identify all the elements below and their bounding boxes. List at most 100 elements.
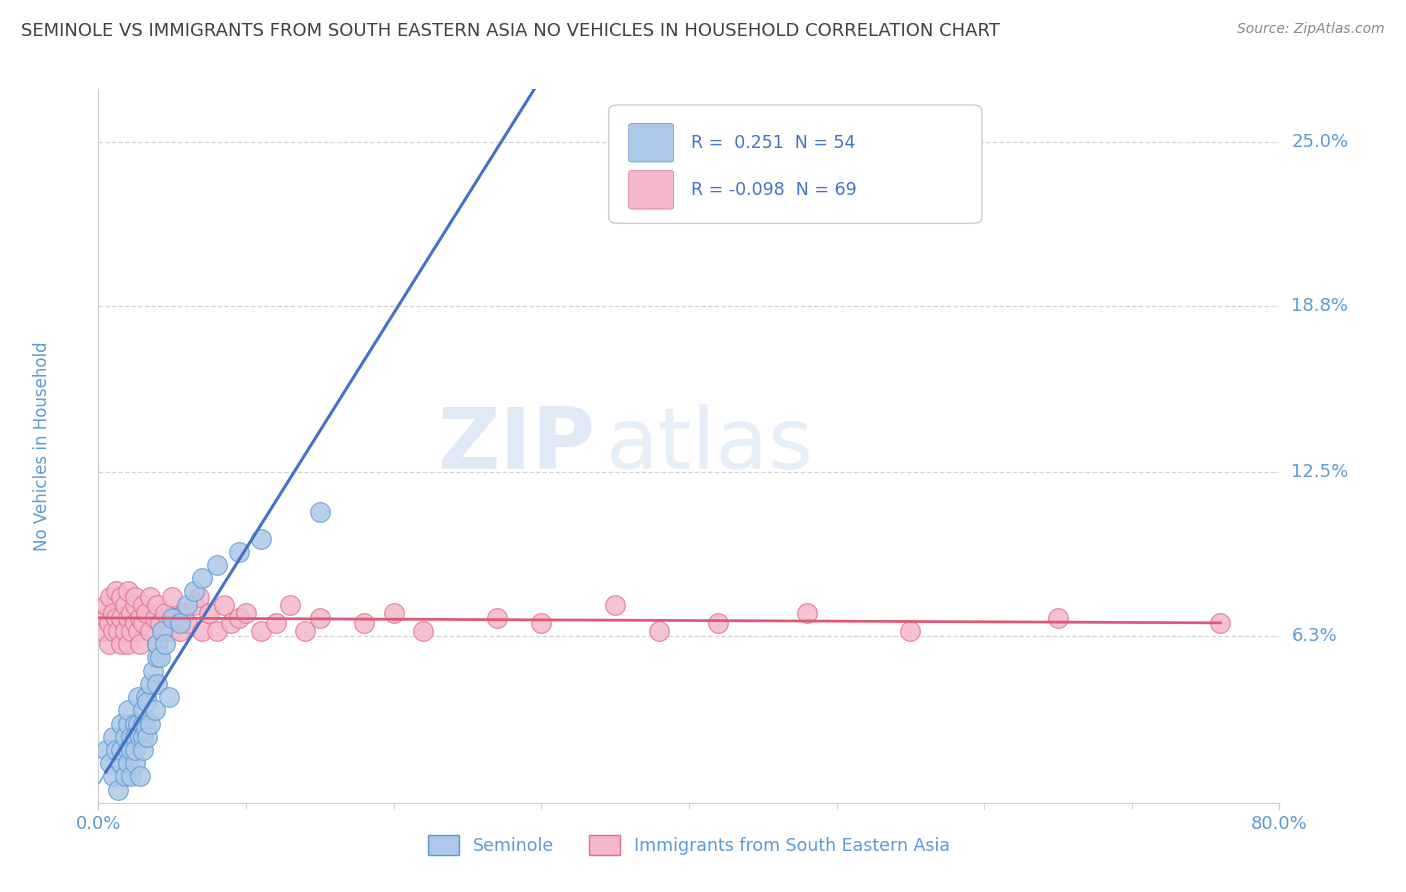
Point	[149, 616, 172, 631]
Point	[127, 624, 149, 638]
Point	[114, 730, 136, 744]
Point	[110, 743, 132, 757]
Text: ZIP: ZIP	[437, 404, 595, 488]
Point	[132, 616, 155, 631]
Point	[132, 743, 155, 757]
Point	[110, 716, 132, 731]
Point	[132, 703, 155, 717]
Point	[212, 598, 235, 612]
Point	[139, 716, 162, 731]
Point	[124, 590, 146, 604]
Text: R =  0.251  N = 54: R = 0.251 N = 54	[692, 134, 856, 152]
Point	[139, 590, 162, 604]
Point	[110, 590, 132, 604]
Point	[124, 756, 146, 771]
Point	[105, 743, 128, 757]
Point	[235, 606, 257, 620]
Text: 6.3%: 6.3%	[1291, 627, 1337, 645]
Point	[136, 695, 159, 709]
Point	[110, 637, 132, 651]
Point	[105, 584, 128, 599]
Point	[142, 664, 165, 678]
Point	[146, 598, 169, 612]
Point	[173, 606, 195, 620]
Point	[127, 690, 149, 704]
Point	[114, 598, 136, 612]
Point	[309, 505, 332, 519]
Point	[132, 598, 155, 612]
Point	[120, 730, 142, 744]
Point	[103, 730, 125, 744]
Text: 25.0%: 25.0%	[1291, 133, 1348, 151]
Point	[412, 624, 434, 638]
Point	[900, 624, 922, 638]
Text: 12.5%: 12.5%	[1291, 464, 1348, 482]
Point	[143, 611, 166, 625]
Point	[176, 598, 198, 612]
Point	[128, 637, 150, 651]
Point	[280, 598, 302, 612]
Point	[117, 611, 139, 625]
Point	[139, 624, 162, 638]
Point	[103, 769, 125, 783]
Point	[97, 616, 120, 631]
Point	[169, 624, 191, 638]
Point	[124, 716, 146, 731]
Point	[165, 611, 187, 625]
Point	[382, 606, 405, 620]
Text: R = -0.098  N = 69: R = -0.098 N = 69	[692, 181, 858, 199]
Point	[94, 598, 117, 612]
Point	[183, 598, 205, 612]
Point	[120, 743, 142, 757]
Point	[176, 616, 198, 631]
Point	[124, 616, 146, 631]
Point	[198, 606, 221, 620]
Text: SEMINOLE VS IMMIGRANTS FROM SOUTH EASTERN ASIA NO VEHICLES IN HOUSEHOLD CORRELAT: SEMINOLE VS IMMIGRANTS FROM SOUTH EASTER…	[21, 22, 1000, 40]
Point	[294, 624, 316, 638]
Point	[1046, 611, 1070, 625]
Text: atlas: atlas	[606, 404, 814, 488]
Point	[120, 606, 142, 620]
Point	[120, 624, 142, 638]
Point	[162, 611, 183, 625]
Point	[221, 616, 243, 631]
Point	[94, 743, 117, 757]
Point	[205, 558, 228, 572]
Point	[124, 730, 146, 744]
Point	[228, 611, 250, 625]
Point	[98, 756, 121, 771]
Point	[128, 730, 150, 744]
Legend: Seminole, Immigrants from South Eastern Asia: Seminole, Immigrants from South Eastern …	[420, 828, 957, 862]
Point	[146, 650, 169, 665]
Text: Source: ZipAtlas.com: Source: ZipAtlas.com	[1237, 22, 1385, 37]
Point	[128, 769, 150, 783]
Point	[169, 616, 191, 631]
Point	[796, 606, 818, 620]
Point	[146, 677, 169, 691]
Point	[132, 730, 155, 744]
Point	[191, 571, 214, 585]
Point	[149, 650, 172, 665]
Point	[191, 624, 214, 638]
Point	[117, 584, 139, 599]
Point	[124, 743, 146, 757]
Point	[143, 703, 166, 717]
FancyBboxPatch shape	[628, 123, 673, 162]
Point	[187, 590, 209, 604]
Point	[110, 611, 132, 625]
Point	[128, 611, 150, 625]
Point	[353, 616, 375, 631]
Point	[153, 606, 176, 620]
Point	[117, 637, 139, 651]
Point	[124, 598, 146, 612]
Point	[135, 606, 157, 620]
Point	[97, 637, 120, 651]
Point	[146, 637, 169, 651]
FancyBboxPatch shape	[628, 170, 673, 209]
Point	[162, 590, 183, 604]
Point	[605, 598, 627, 612]
FancyBboxPatch shape	[609, 105, 981, 223]
Point	[648, 624, 671, 638]
Point	[135, 722, 157, 736]
Point	[146, 637, 169, 651]
